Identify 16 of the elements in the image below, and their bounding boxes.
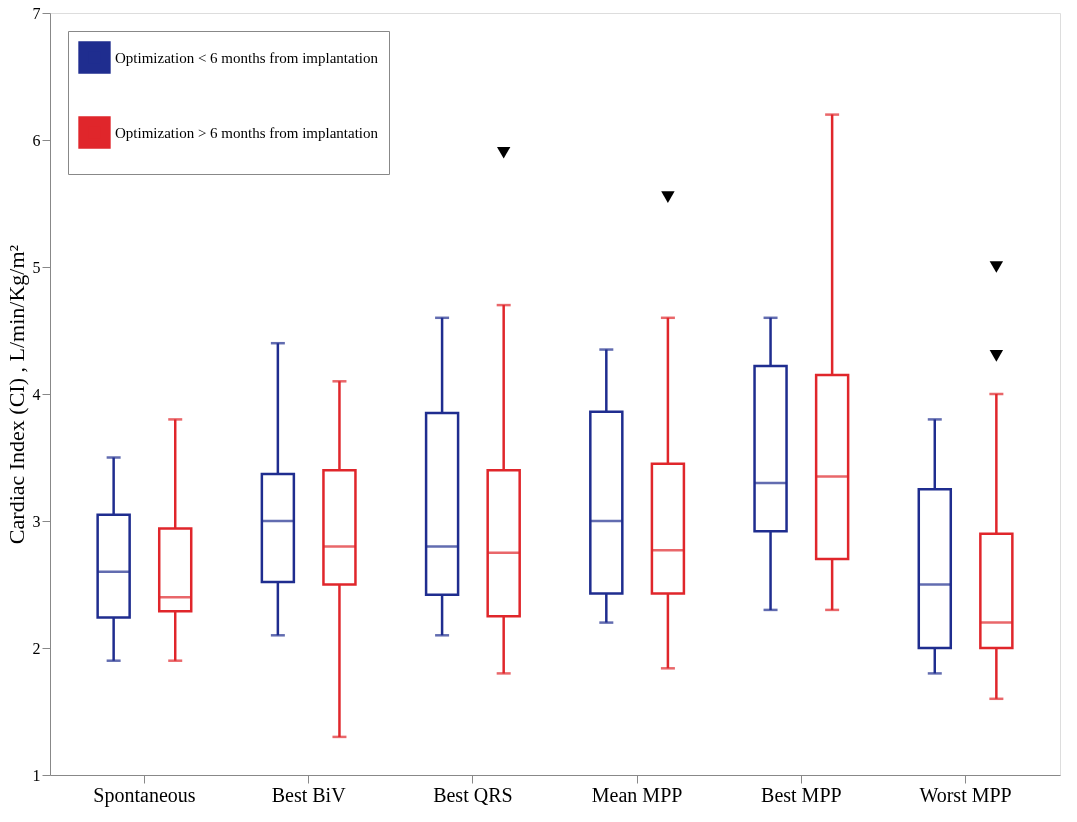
y-tick-label: 5	[32, 258, 41, 276]
y-tick-label: 1	[32, 766, 41, 784]
legend-label: Optimization < 6 months from implantation	[115, 49, 379, 66]
x-tick-label: Best MPP	[761, 783, 842, 806]
y-axis-title: Cardiac Index (CI) , L/min/Kg/m²	[3, 244, 29, 545]
y-tick-label: 6	[32, 131, 41, 149]
y-tick-label: 2	[32, 639, 41, 657]
x-tick-label: Mean MPP	[591, 783, 683, 806]
y-tick-label: 7	[32, 4, 41, 22]
legend-label: Optimization > 6 months from implantation	[115, 124, 379, 141]
x-tick-label: Spontaneous	[93, 783, 196, 807]
x-tick-label: Best BiV	[271, 783, 347, 806]
x-tick-label: Worst MPP	[919, 783, 1012, 806]
y-tick-label: 4	[32, 385, 41, 403]
x-tick-label: Best QRS	[433, 783, 513, 806]
y-tick-label: 3	[32, 512, 41, 530]
